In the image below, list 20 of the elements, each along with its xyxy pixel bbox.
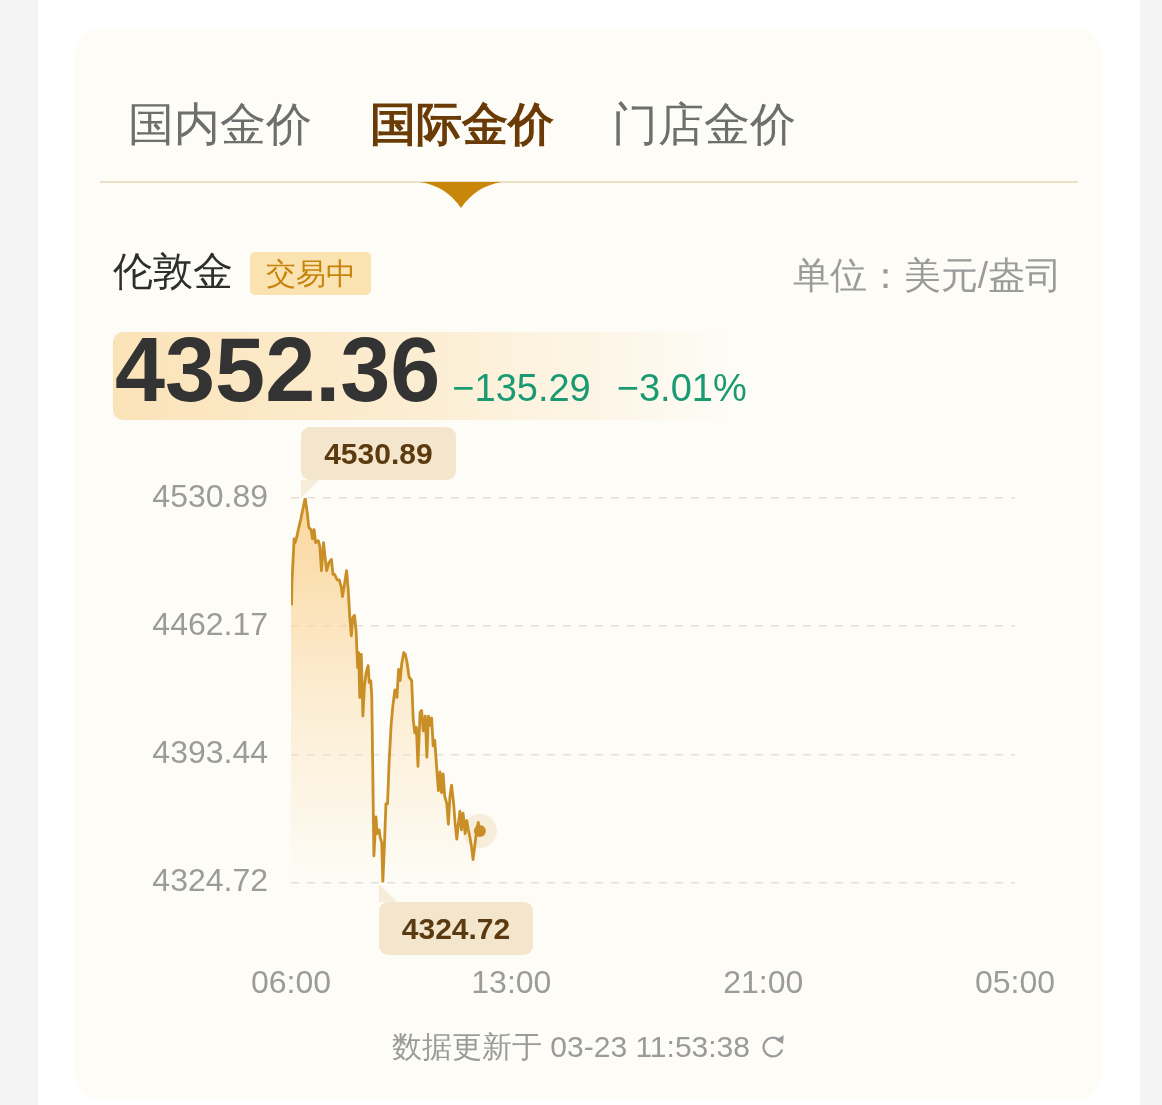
y-tick-label: 4393.44	[152, 734, 268, 771]
text: 国内金价	[128, 97, 312, 152]
callout-bubble: 4324.72	[378, 901, 534, 955]
x-tick-label: 06:00	[250, 963, 332, 1000]
text: 国际金价	[370, 97, 554, 152]
x-tick-label: 05:00	[974, 963, 1056, 1000]
text: −135.29	[452, 367, 591, 410]
y-axis-title: 单位：美元/盎司	[792, 254, 1062, 298]
y-tick-label: 4530.89	[152, 477, 268, 514]
status-badge: 交易中	[250, 252, 371, 295]
chart-title: 伦敦金	[113, 248, 233, 295]
y-tick-label: 4324.72	[152, 862, 268, 899]
text: −3.01%	[616, 367, 747, 410]
text: 门店金价	[612, 97, 796, 152]
text: 数据更新于 03-23 11:53:38	[392, 1029, 750, 1065]
x-tick-label: 21:00	[723, 963, 804, 1000]
callout-bubble: 4530.89	[301, 427, 456, 480]
text: 4352.36	[115, 320, 441, 420]
x-tick-label: 13:00	[471, 963, 552, 1000]
y-tick-label: 4462.17	[152, 606, 268, 643]
